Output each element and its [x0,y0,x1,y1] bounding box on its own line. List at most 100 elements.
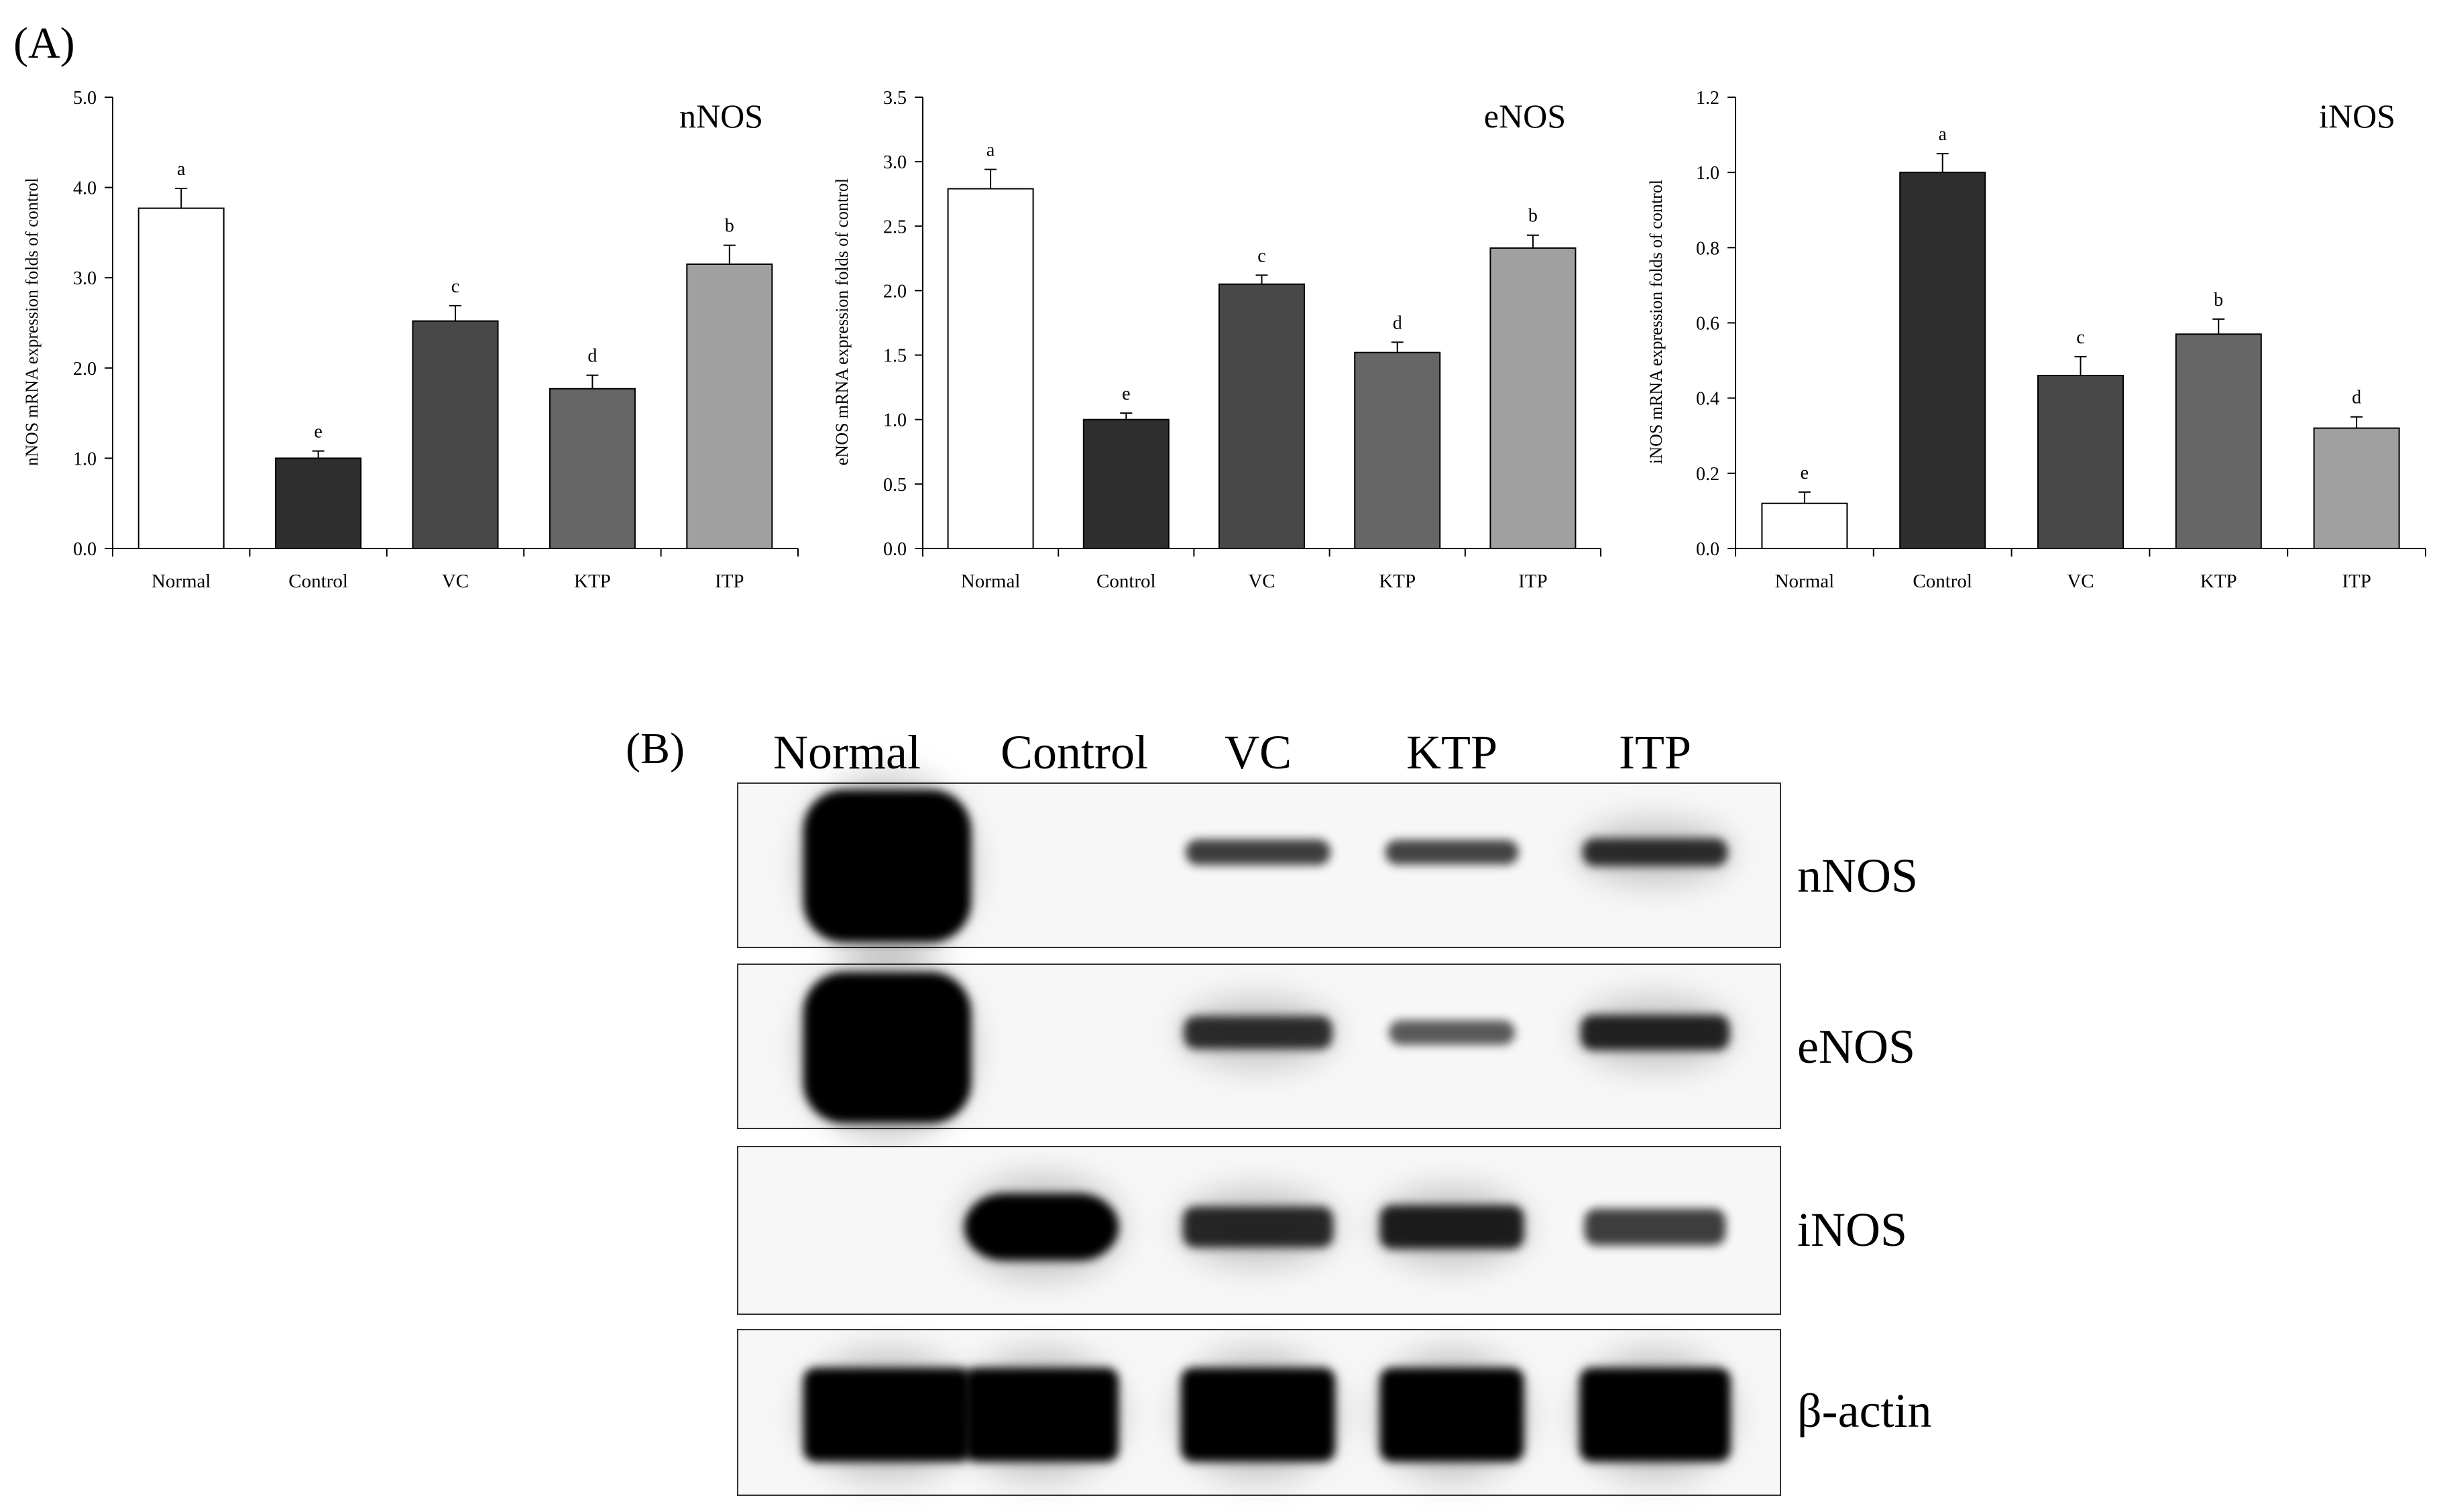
chart-inos-ylabel: iNOS mRNA expression folds of control [1646,180,1666,464]
chart-enos-bar-control [1082,418,1170,550]
chart-inos-bar-itp [2313,427,2400,549]
blot-row-label-nnos: nNOS [1797,849,1918,903]
chart-enos-x-tick-label-itp: ITP [1518,571,1548,592]
chart-nnos-bar-vc [412,320,499,549]
blot-band-enos-vc [1178,996,1338,1069]
blot-row-label-beta-actin: β-actin [1797,1384,1932,1438]
blot-row-inos [737,1146,1781,1315]
chart-nnos-x-tick-label-normal: Normal [152,571,211,592]
chart-enos-x-tick-label-control: Control [1096,571,1156,592]
blot-row-enos [737,952,1781,1143]
chart-inos-y-tick-label: 0.2 [1696,464,1719,485]
chart-inos-y-tick-label: 0.0 [1696,539,1719,560]
chart-enos: eNOS eNOS mRNA expression folds of contr… [832,88,1601,592]
chart-enos-bar-vc [1218,283,1305,549]
chart-inos: iNOS iNOS mRNA expression folds of contr… [1646,88,2426,592]
chart-enos-bar-normal [947,188,1034,550]
blot-row-label-enos: eNOS [1797,1020,1915,1073]
blot-band-nnos-itp [1577,818,1734,886]
chart-inos-y-tick-label: 0.8 [1696,238,1719,259]
chart-enos-letter-control: e [1122,384,1130,404]
chart-inos-x-tick-label-ktp: KTP [2200,571,2237,592]
blot-lane-label-vc: VC [1225,725,1292,779]
chart-enos-y-tick-label: 0.5 [883,475,907,496]
chart-enos-y-tick-label: 1.5 [883,346,907,367]
blot-band-nnos-vc [1186,839,1330,866]
blot-band-enos-ktp [1388,1020,1516,1045]
chart-inos-x-tick-label-itp: ITP [2342,571,2371,592]
chart-nnos-x-tick-label-ktp: KTP [574,571,611,592]
chart-inos-y-tick-label: 1.0 [1696,163,1719,184]
blot-row-label-inos: iNOS [1797,1203,1907,1257]
blot-lane-labels: Normal Control VC KTP ITP [773,725,1691,779]
chart-nnos-x-tick-label-itp: ITP [715,571,744,592]
chart-inos-letter-ktp: b [2214,290,2223,310]
blot-band-beta-actin-ktp [1374,1348,1530,1482]
chart-nnos-bar-itp [686,264,773,549]
chart-enos-letter-normal: a [986,140,995,161]
chart-inos-x-tick-label-normal: Normal [1775,571,1835,592]
panel-a-label: (A) [13,19,75,68]
chart-enos-x-tick-label-normal: Normal [961,571,1021,592]
blot-band-nnos-normal [798,770,976,962]
chart-nnos-y-tick-label: 4.0 [73,178,97,199]
chart-nnos-letter-itp: b [725,216,734,237]
chart-nnos-bar-normal [137,207,225,549]
chart-enos-letter-ktp: d [1393,312,1402,333]
chart-inos-letter-control: a [1938,124,1947,145]
chart-enos-bar-itp [1489,247,1577,549]
chart-inos-y-tick-label: 0.6 [1696,314,1719,335]
chart-nnos-bar-ktp [549,388,636,549]
chart-nnos-letter-ktp: d [587,346,597,367]
chart-inos-bar-control [1899,172,1986,549]
chart-inos-y-tick-label: 0.4 [1696,389,1719,410]
chart-enos-y-tick-label: 3.0 [883,152,907,173]
chart-enos-y-tick-label: 1.0 [883,410,907,431]
blot-row-beta-actin [737,1329,1781,1496]
blot-row-labels: nNOS eNOS iNOS β-actin [1797,849,1932,1438]
chart-enos-y-tick-label: 2.0 [883,281,907,302]
chart-enos-ylabel: eNOS mRNA expression folds of control [832,178,852,465]
chart-enos-y-tick-label: 0.0 [883,539,907,560]
chart-enos-letter-itp: b [1528,206,1538,227]
blot-lane-label-control: Control [1001,725,1148,779]
chart-inos-letter-itp: d [2352,388,2361,408]
chart-nnos-title: nNOS [679,97,763,135]
chart-enos-title: eNOS [1484,97,1566,135]
chart-nnos-y-tick-label: 3.0 [73,268,97,289]
blot-band-inos-control [959,1173,1124,1281]
chart-nnos-letter-normal: a [177,159,186,180]
chart-inos-letter-normal: e [1801,463,1809,483]
blot-band-inos-vc [1177,1186,1339,1268]
chart-nnos-y-tick-label: 0.0 [73,539,97,560]
chart-inos-title: iNOS [2319,97,2395,135]
chart-enos-x-tick-label-ktp: KTP [1379,571,1416,592]
blot-lane-label-normal: Normal [773,725,921,779]
chart-enos-bar-ktp [1354,351,1441,549]
blot-band-beta-actin-normal [798,1348,976,1482]
chart-nnos-letter-control: e [314,422,322,443]
chart-nnos-x-tick-label-control: Control [288,571,348,592]
chart-inos-bar-normal [1761,502,1848,550]
blot-lane-label-itp: ITP [1619,725,1691,779]
blot-band-beta-actin-vc [1176,1348,1341,1482]
chart-nnos-letter-vc: c [451,276,459,297]
chart-nnos-bar-control [275,457,362,550]
chart-inos-x-tick-label-control: Control [1913,571,1972,592]
chart-nnos-y-tick-label: 1.0 [73,449,97,469]
chart-inos-x-tick-label-vc: VC [2067,571,2094,592]
blot-band-enos-normal [798,952,976,1143]
blot-rows [737,770,1781,1496]
chart-nnos-y-tick-label: 2.0 [73,359,97,380]
western-blot: Normal Control VC KTP ITP nNOS eNOS iNOS… [737,725,1932,1496]
chart-nnos-y-tick-label: 5.0 [73,88,97,109]
blot-band-enos-itp [1575,994,1736,1071]
chart-enos-y-tick-label: 3.5 [883,88,907,109]
chart-inos-bar-vc [2037,375,2124,549]
chart-enos-letter-vc: c [1257,245,1265,266]
blot-row-nnos [737,770,1781,962]
blot-lane-label-ktp: KTP [1406,725,1497,779]
chart-inos-bar-ktp [2175,333,2262,549]
blot-band-inos-ktp [1374,1185,1530,1269]
